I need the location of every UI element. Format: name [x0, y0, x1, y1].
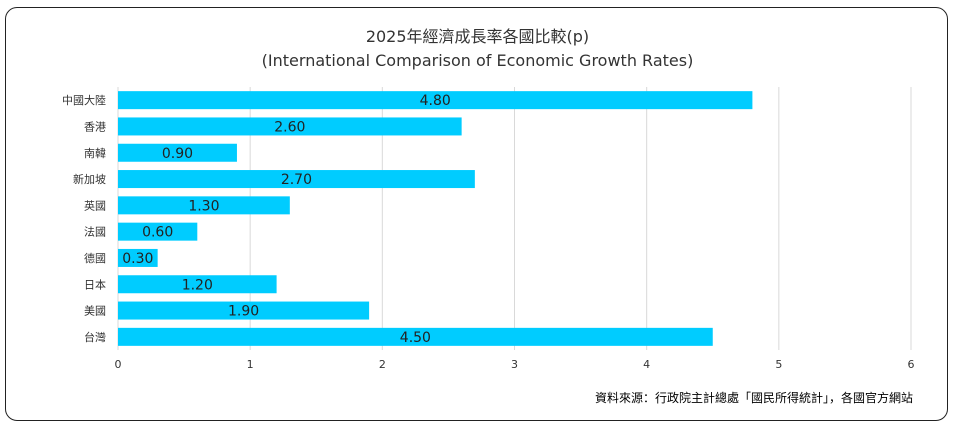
- category-label: 新加坡: [73, 172, 106, 186]
- category-label: 法國: [84, 225, 106, 239]
- chart-title: 2025年經濟成長率各國比較(p): [365, 27, 590, 46]
- x-tick-label: 5: [775, 358, 782, 371]
- source-note: 資料來源：行政院主計總處「國民所得統計」，各國官方網站: [594, 391, 913, 405]
- bar: [118, 117, 462, 136]
- category-label: 中國大陸: [62, 93, 106, 107]
- x-tick-label: 0: [115, 358, 122, 371]
- data-label: 1.30: [188, 198, 219, 214]
- data-label: 1.20: [182, 277, 213, 293]
- chart-frame: [5, 7, 948, 421]
- data-label: 4.80: [420, 93, 451, 109]
- bar: [118, 143, 237, 162]
- data-label: 1.90: [228, 304, 259, 320]
- category-label: 英國: [84, 198, 106, 212]
- bar: [118, 222, 198, 241]
- bar: [118, 91, 753, 110]
- category-label: 德國: [84, 251, 106, 265]
- data-label: 0.60: [142, 225, 173, 241]
- data-label: 2.70: [281, 172, 312, 188]
- category-label: 南韓: [84, 147, 106, 160]
- bar: [118, 170, 475, 189]
- category-label: 美國: [84, 305, 106, 318]
- data-label: 0.30: [122, 251, 153, 267]
- x-tick-label: 3: [511, 358, 518, 371]
- chart-subtitle: (International Comparison of Economic Gr…: [261, 51, 694, 70]
- x-tick-label: 2: [379, 358, 386, 371]
- bar: [118, 196, 290, 215]
- category-label: 日本: [84, 277, 106, 291]
- x-tick-label: 6: [908, 358, 915, 371]
- bar: [118, 275, 277, 294]
- data-label: 0.90: [162, 146, 193, 162]
- category-label: 台灣: [84, 330, 106, 344]
- x-tick-label: 4: [643, 358, 650, 371]
- bar: [118, 248, 158, 267]
- category-label: 香港: [84, 120, 106, 133]
- bar: [118, 301, 370, 320]
- data-label: 2.60: [274, 119, 305, 135]
- data-label: 4.50: [400, 330, 431, 346]
- bar: [118, 327, 713, 346]
- x-tick-label: 1: [247, 358, 254, 371]
